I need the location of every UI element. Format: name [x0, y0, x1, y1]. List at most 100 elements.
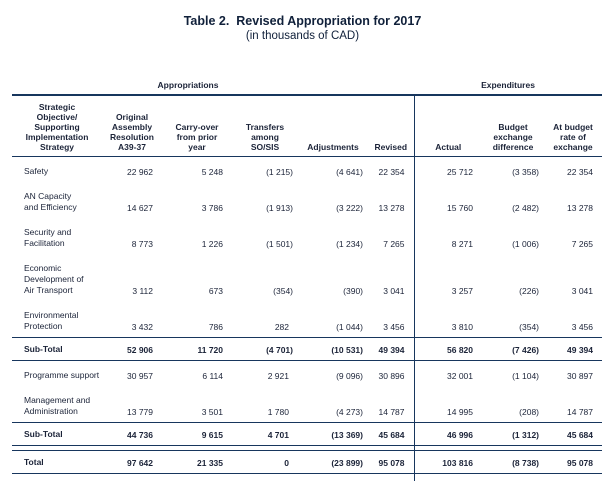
row-label: Programme support: [24, 370, 100, 380]
cell-value: 282: [274, 322, 289, 332]
column-header: Adjustments: [298, 95, 368, 157]
cell-value: 56 820: [413, 337, 483, 361]
cell-value: 22 354: [567, 167, 594, 177]
column-header: Revised: [368, 95, 415, 157]
cell-value: 14 627: [127, 203, 153, 213]
cell-value: (7 426): [482, 337, 545, 361]
cell-value: (3 358): [512, 167, 540, 177]
cell-value: 30 957: [127, 371, 153, 381]
cell-value: 2 921: [267, 371, 289, 381]
cell-value: 1 780: [267, 407, 289, 417]
cell-value: (1 044): [336, 322, 363, 332]
cell-value: 7 265: [571, 239, 594, 249]
cell-value: (4 273): [336, 407, 363, 417]
cell-value: (8 738): [482, 450, 545, 474]
cell-value: 7 265: [383, 239, 405, 249]
row-label: Safety: [24, 166, 49, 176]
cell-value: 13 278: [378, 203, 405, 213]
cell-value: 3 786: [201, 203, 223, 213]
cell-value: (9 096): [336, 371, 363, 381]
group-header-row: Appropriations Expenditures: [12, 78, 603, 96]
cell-value: 673: [208, 286, 223, 296]
cell-value: 9 615: [162, 422, 232, 446]
table-row: Safety 22 962 5 248 (1 215) (4 641) 22 354 25 …: [12, 156, 602, 182]
cell-value: (1 104): [512, 371, 540, 381]
cell-value: 46 996: [413, 422, 483, 446]
cell-value: 95 078: [544, 450, 603, 474]
cell-value: 32 001: [413, 360, 483, 386]
table-row: AN Capacity and Efficiency 14 627 3 786 (1 …: [12, 182, 602, 218]
row-label: Management and Administration: [24, 395, 91, 416]
spacer-row: [12, 445, 602, 451]
cell-value: 49 394: [544, 337, 603, 361]
appropriations-table: Appropriations Expenditures Strategic Ob…: [12, 78, 603, 481]
table-row: Total 97 642 21 335 0 (23 899) 95 078 103 816(…: [12, 450, 603, 474]
cell-value: 0: [232, 450, 298, 474]
divider-tail-row: [12, 473, 602, 481]
cell-value: 786: [208, 322, 223, 332]
cell-value: 1 226: [201, 239, 223, 249]
cell-value: (354): [519, 322, 540, 332]
cell-value: 97 642: [102, 450, 162, 474]
cell-value: (4 641): [336, 167, 363, 177]
cell-value: (1 501): [266, 239, 293, 249]
cell-value: 49 394: [368, 337, 415, 361]
cell-value: 103 816: [413, 450, 483, 474]
page-subtitle: (in thousands of CAD): [245, 30, 360, 42]
cell-value: 14 995: [413, 386, 483, 423]
column-header: At budget rate of exchange: [544, 95, 603, 157]
cell-value: 45 684: [368, 422, 415, 446]
cell-value: 5 248: [201, 167, 223, 177]
table-body: Safety 22 962 5 248 (1 215) (4 641) 22 354 25 …: [12, 156, 603, 481]
cell-value: 4 701: [232, 422, 298, 446]
cell-value: 3 041: [383, 286, 405, 296]
column-header: Carry-over from prior year: [162, 95, 232, 157]
row-label: Sub-Total: [12, 422, 102, 446]
cell-value: (354): [273, 286, 293, 296]
cell-value: 21 335: [162, 450, 232, 474]
cell-value: 3 432: [131, 322, 153, 332]
table-row: Management and Administration 13 779 3 501…: [12, 386, 602, 423]
column-header: Transfers among SO/SIS: [232, 95, 298, 157]
cell-value: (1 234): [336, 239, 363, 249]
column-header-row: Strategic Objective/ Supporting Implemen…: [12, 95, 603, 157]
cell-value: 3 112: [132, 286, 153, 296]
cell-value: 95 078: [368, 450, 415, 474]
cell-value: (10 531): [298, 337, 368, 361]
cell-value: 30 897: [567, 371, 594, 381]
cell-value: 22 962: [127, 167, 153, 177]
group-header-appropriations: Appropriations: [12, 78, 415, 96]
cell-value: (208): [519, 407, 540, 417]
page-title: Table 2. Revised Appropriation for 2017: [183, 14, 422, 28]
cell-value: 22 354: [378, 167, 405, 177]
cell-value: 8 773: [131, 239, 153, 249]
cell-value: 15 760: [413, 182, 483, 218]
table-row: Security and Facilitation 8 773 1 226 (1 50…: [12, 218, 602, 254]
cell-value: 13 779: [127, 407, 153, 417]
cell-value: 14 787: [567, 407, 594, 417]
cell-value: (1 913): [266, 203, 293, 213]
cell-value: 3 041: [571, 286, 594, 296]
cell-value: 45 684: [544, 422, 603, 446]
row-label: Total: [12, 450, 102, 474]
table-row: Programme support 30 957 6 114 2 921 (9 096)…: [12, 360, 602, 386]
row-label: Security and Facilitation: [24, 227, 72, 248]
column-header: Strategic Objective/ Supporting Implemen…: [12, 95, 102, 157]
cell-value: 11 720: [162, 337, 232, 361]
cell-value: 3 501: [201, 407, 223, 417]
cell-value: 13 278: [567, 203, 594, 213]
column-header: Actual: [413, 95, 483, 157]
row-label: Environmental Protection: [24, 310, 79, 331]
cell-value: 14 787: [378, 407, 405, 417]
table-row: Sub-Total 52 906 11 720 (4 701) (10 531) 49 3…: [12, 337, 603, 361]
table-row: Economic Development of Air Transport 3 1…: [12, 254, 602, 301]
row-label: Economic Development of Air Transport: [24, 263, 84, 295]
row-label: Sub-Total: [12, 337, 102, 361]
cell-value: 8 271: [413, 218, 483, 254]
cell-value: (2 482): [512, 203, 540, 213]
cell-value: (1 312): [482, 422, 545, 446]
cell-value: 3 257: [413, 254, 483, 301]
row-label: AN Capacity and Efficiency: [24, 191, 77, 212]
cell-value: 3 456: [383, 322, 405, 332]
cell-value: 6 114: [202, 371, 223, 381]
